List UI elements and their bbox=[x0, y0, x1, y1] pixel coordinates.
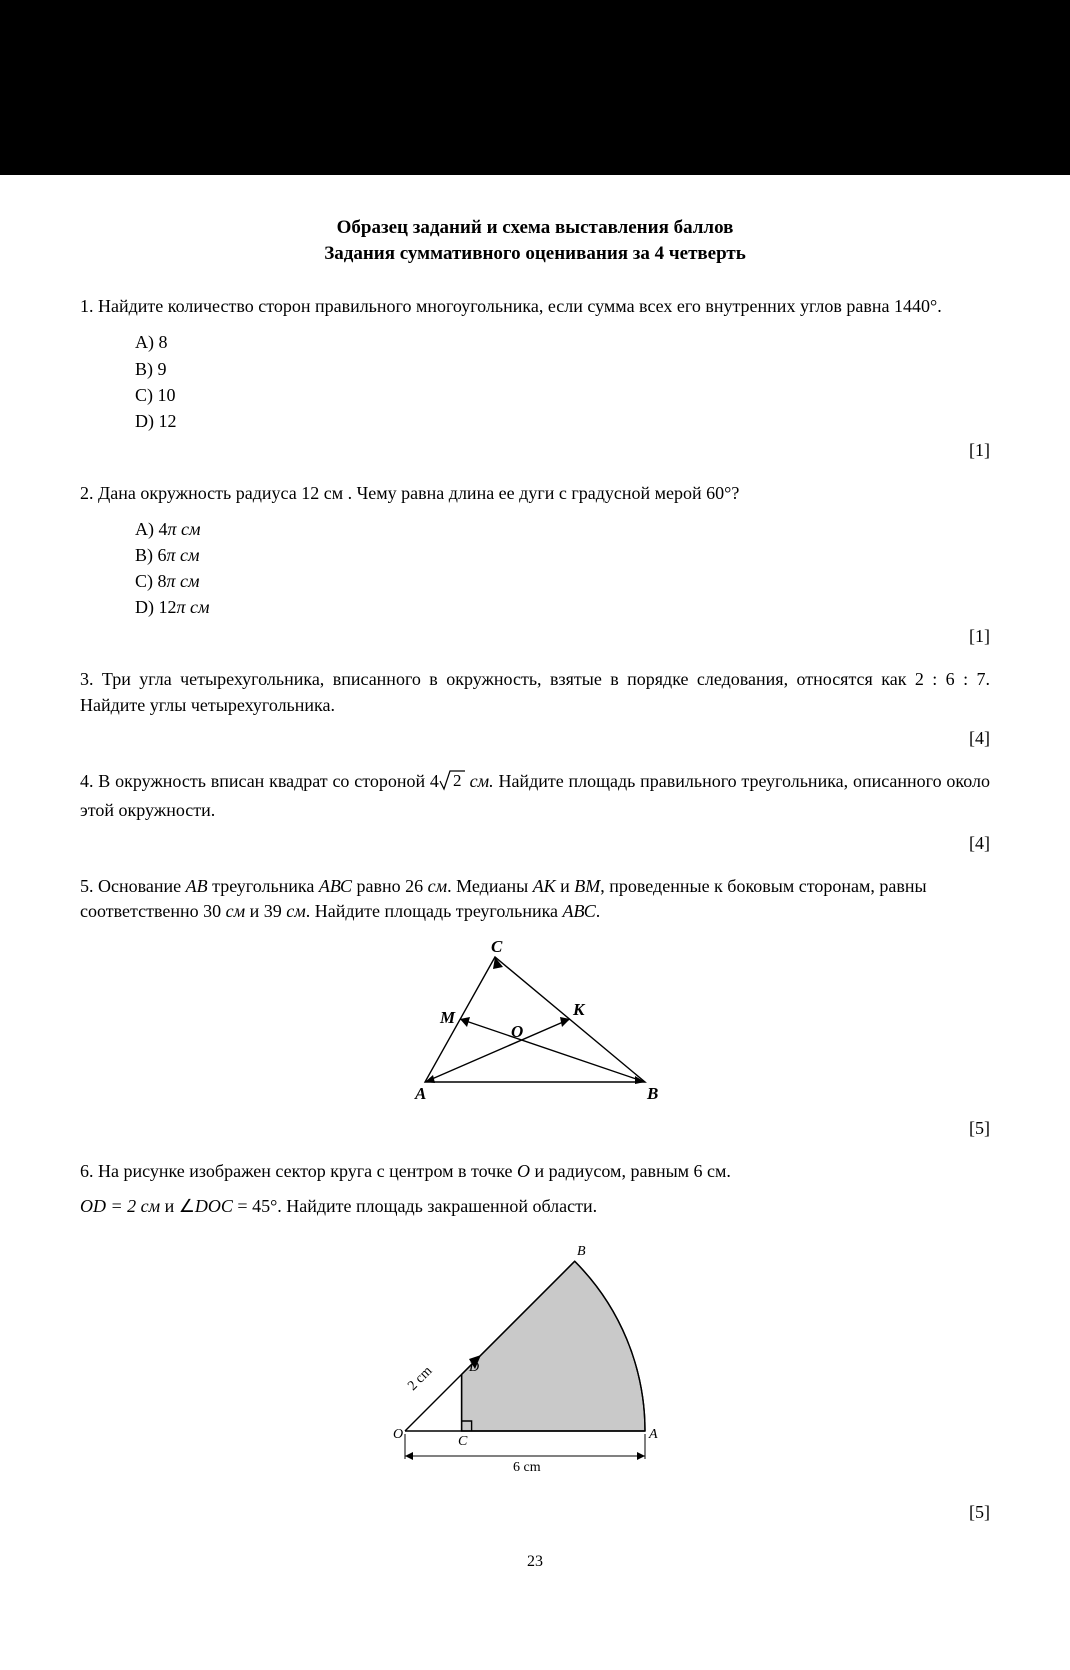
svg-text:O: O bbox=[393, 1427, 403, 1442]
q1-option-d: D) 12 bbox=[135, 408, 990, 434]
q1-option-c: C) 10 bbox=[135, 382, 990, 408]
svg-text:C: C bbox=[491, 937, 503, 956]
question-4-text: 4. В окружность вписан квадрат со сторон… bbox=[80, 769, 990, 823]
question-5-text: 5. Основание АВ треугольника АВС равно 2… bbox=[80, 874, 990, 924]
q6-figure: O C A B D 2 cm 6 cm bbox=[80, 1231, 990, 1496]
q1-option-b: B) 9 bbox=[135, 356, 990, 382]
question-1-text: 1. Найдите количество сторон правильного… bbox=[80, 294, 990, 319]
question-3-text: 3. Три угла четырехугольника, вписанного… bbox=[80, 667, 990, 717]
q2-option-b: B) 6π см bbox=[135, 542, 990, 568]
q5-figure: C M O К A B bbox=[80, 937, 990, 1112]
sqrt-icon: 2 bbox=[439, 769, 465, 798]
top-black-bar bbox=[0, 0, 1070, 175]
svg-text:К: К bbox=[572, 1000, 586, 1019]
svg-text:2 cm: 2 cm bbox=[405, 1364, 435, 1394]
svg-text:B: B bbox=[646, 1084, 658, 1103]
q6-mark: [5] bbox=[80, 1502, 990, 1523]
q2-option-a: A) 4π см bbox=[135, 516, 990, 542]
q2-mark: [1] bbox=[80, 626, 990, 647]
q1-mark: [1] bbox=[80, 440, 990, 461]
q2-option-d: D) 12π см bbox=[135, 594, 990, 620]
triangle-diagram: C M O К A B bbox=[385, 937, 685, 1107]
svg-text:O: O bbox=[511, 1022, 523, 1041]
question-1-options: A) 8 B) 9 C) 10 D) 12 bbox=[80, 329, 990, 433]
question-6-line1: 6. На рисунке изображен сектор круга с ц… bbox=[80, 1159, 990, 1184]
q1-option-a: A) 8 bbox=[135, 329, 990, 355]
svg-text:C: C bbox=[458, 1434, 468, 1449]
svg-text:A: A bbox=[648, 1427, 658, 1442]
title-line-1: Образец заданий и схема выставления балл… bbox=[80, 215, 990, 241]
title-block: Образец заданий и схема выставления балл… bbox=[80, 215, 990, 266]
q3-mark: [4] bbox=[80, 728, 990, 749]
page-number: 23 bbox=[80, 1553, 990, 1571]
svg-text:M: M bbox=[439, 1008, 456, 1027]
q5-mark: [5] bbox=[80, 1118, 990, 1139]
svg-text:A: A bbox=[414, 1084, 426, 1103]
page-content: Образец заданий и схема выставления балл… bbox=[0, 175, 1070, 1591]
question-6-line2: OD = 2 см и ∠DOC = 45°. Найдите площадь … bbox=[80, 1194, 990, 1219]
svg-text:6 cm: 6 cm bbox=[513, 1460, 541, 1475]
title-line-2: Задания суммативного оценивания за 4 чет… bbox=[80, 241, 990, 267]
svg-text:2: 2 bbox=[453, 771, 462, 790]
svg-text:D: D bbox=[468, 1360, 479, 1375]
question-2-text: 2. Дана окружность радиуса 12 см . Чему … bbox=[80, 481, 990, 506]
sector-diagram: O C A B D 2 cm 6 cm bbox=[365, 1231, 705, 1491]
q2-option-c: C) 8π см bbox=[135, 568, 990, 594]
q4-mark: [4] bbox=[80, 833, 990, 854]
svg-text:B: B bbox=[577, 1244, 586, 1259]
question-2-options: A) 4π см B) 6π см C) 8π см D) 12π см bbox=[80, 516, 990, 620]
